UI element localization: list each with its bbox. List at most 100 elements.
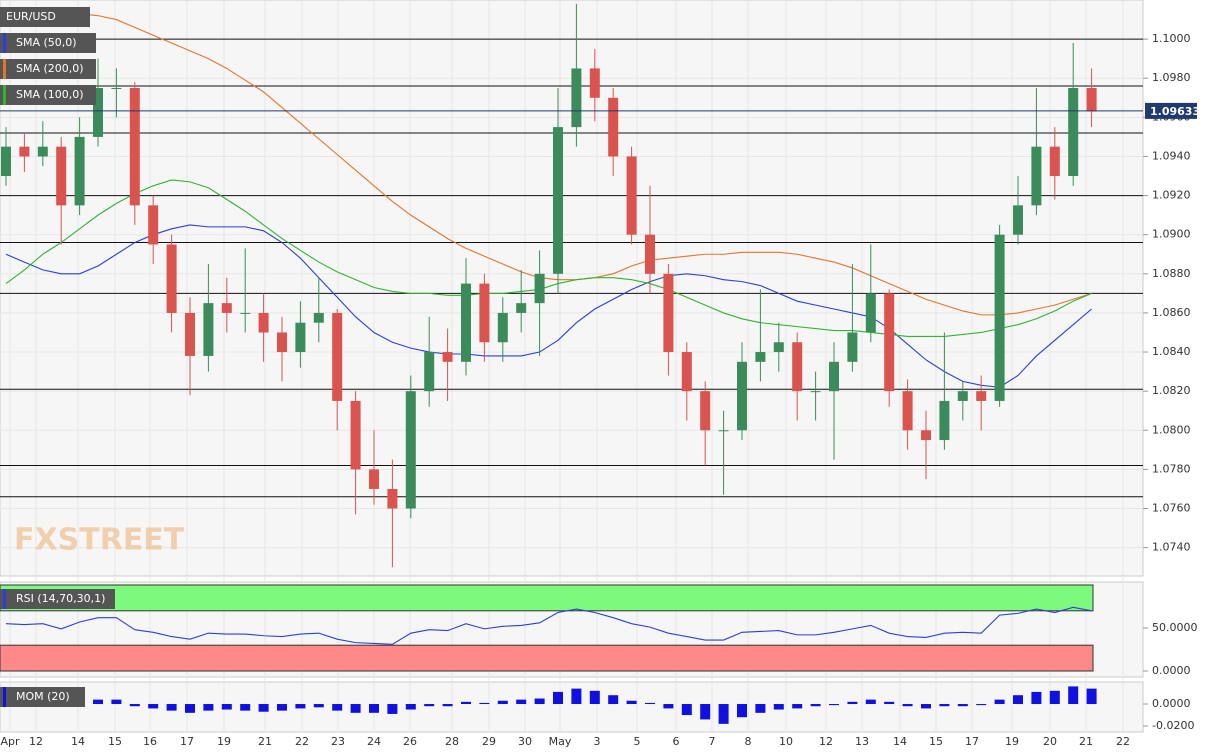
candle-body: [645, 234, 655, 274]
y-tick-label: 1.0740: [1152, 541, 1191, 554]
candle-body: [387, 488, 398, 509]
candle-body: [129, 88, 140, 206]
x-tick-label: 29: [482, 735, 496, 748]
candle-body: [553, 127, 563, 274]
y-tick-label: 1.0820: [1152, 384, 1191, 397]
mom-bar: [93, 699, 103, 705]
mom-bar: [405, 704, 416, 710]
candle-body: [737, 361, 747, 431]
candle-body: [461, 283, 471, 362]
x-tick-label: 23: [331, 735, 345, 748]
candle-body: [369, 469, 379, 489]
candle-body: [921, 430, 931, 441]
mom-bar: [829, 704, 839, 706]
legend-box: [0, 589, 115, 609]
candle-body: [37, 146, 48, 157]
x-tick-label: 19: [1005, 735, 1019, 748]
x-tick-label: 12: [29, 735, 43, 748]
y-tick-label: -0.0200: [1152, 719, 1194, 732]
candle-body: [865, 293, 876, 333]
candle-body: [1068, 88, 1079, 177]
rsi-line: [5, 606, 1092, 645]
candle-body: [111, 88, 122, 90]
mom-bar: [424, 704, 435, 707]
candle-body: [56, 146, 67, 206]
x-tick-label: 24: [367, 735, 381, 748]
x-tick-label: 17: [180, 735, 194, 748]
sma-line: [6, 13, 1092, 316]
candle-body: [976, 391, 987, 401]
mom-bar: [553, 691, 563, 705]
legend-label: RSI (14,70,30,1): [16, 592, 105, 605]
x-tick-label: 13: [855, 735, 869, 748]
mom-bar: [258, 704, 269, 712]
candle-body: [350, 400, 361, 470]
x-tick-label: 30: [518, 735, 532, 748]
mom-bar: [129, 704, 140, 707]
candle-body: [405, 391, 416, 509]
mom-bar: [865, 699, 876, 705]
candle-body: [994, 234, 1005, 401]
x-tick-label: 22: [1116, 735, 1130, 748]
mom-bar: [332, 704, 343, 711]
candle-body: [902, 391, 913, 431]
x-tick-label: 5: [634, 735, 641, 748]
candle-body: [589, 68, 600, 98]
last-price-box: [1145, 102, 1197, 119]
x-tick-label: 15: [929, 735, 943, 748]
candle-body: [442, 352, 453, 362]
x-tick-label: 22: [295, 735, 309, 748]
mom-bar: [1031, 691, 1042, 705]
mom-bar: [369, 704, 379, 713]
mom-bar: [792, 704, 803, 709]
candle-body: [939, 400, 950, 441]
mom-bar: [497, 700, 508, 705]
mom-bar: [166, 704, 177, 711]
x-tick-label: 20: [1043, 735, 1057, 748]
candle-body: [700, 391, 711, 431]
mom-bar: [884, 701, 895, 705]
legend-box: [0, 687, 85, 707]
x-tick-label: 14: [893, 735, 907, 748]
legend-swatch: [3, 687, 6, 707]
legend-label: SMA (100,0): [16, 88, 84, 101]
x-tick-label: 21: [1079, 735, 1093, 748]
legend-box: [0, 59, 96, 79]
candle-body: [332, 312, 343, 401]
mom-bar: [295, 704, 306, 709]
candle-body: [1086, 88, 1097, 112]
legend-swatch: [3, 33, 6, 53]
candle-body: [1013, 205, 1023, 235]
mom-bar: [479, 702, 490, 705]
mom-bar: [313, 704, 324, 708]
candle-body: [497, 312, 508, 343]
y-tick-label: 1.0920: [1152, 189, 1191, 202]
legend-box: [0, 7, 90, 27]
y-tick-label: 1.0760: [1152, 502, 1191, 515]
x-tick-label: 10: [779, 735, 793, 748]
y-tick-label: 1.0940: [1152, 149, 1191, 162]
candle-body: [792, 342, 803, 392]
legend-box: [0, 85, 96, 105]
mom-bar: [387, 704, 398, 714]
candle-body: [571, 68, 582, 128]
y-tick-label: 0.0000: [1152, 664, 1191, 677]
candle-body: [755, 352, 766, 362]
mom-bar: [681, 704, 692, 716]
mom-bar: [111, 699, 122, 705]
y-tick-label: 1.0860: [1152, 306, 1191, 319]
x-tick-label: 19: [217, 735, 231, 748]
candle-body: [847, 332, 858, 362]
mom-bar: [921, 704, 931, 709]
candle-body: [424, 352, 435, 392]
x-tick-label: 17: [965, 735, 979, 748]
candle-body: [608, 97, 619, 157]
candle-body: [148, 205, 159, 245]
last-price-label: 1.09633: [1150, 105, 1200, 118]
mom-bar: [1068, 686, 1079, 705]
candle-body: [957, 391, 968, 401]
x-tick-label: 12: [819, 735, 833, 748]
candle-body: [74, 136, 85, 206]
mom-bar: [645, 702, 655, 705]
candle-body: [203, 303, 214, 356]
